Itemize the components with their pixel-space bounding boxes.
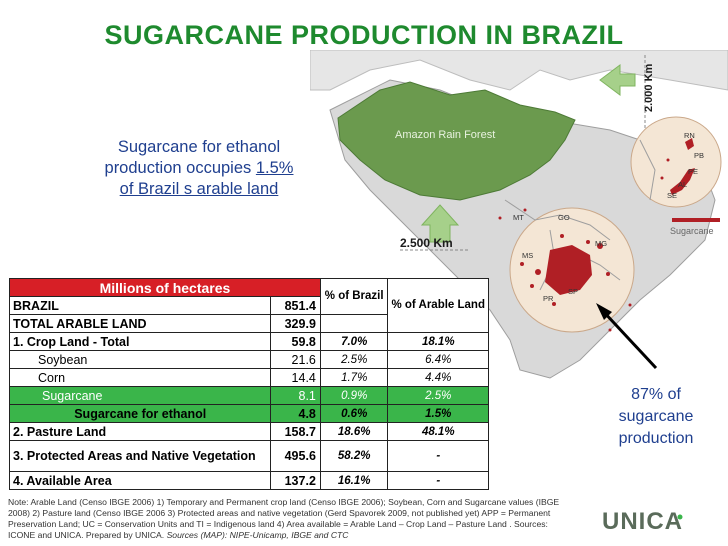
callout: 87% of sugarcane production xyxy=(596,384,716,450)
state-mt: MT xyxy=(513,213,524,222)
amazon-label: Amazon Rain Forest xyxy=(395,129,495,141)
sugarcane-northeast-strip xyxy=(670,168,695,195)
row-brazil: 7.0% xyxy=(319,332,389,351)
subtitle-tail: of Brazil s arable land xyxy=(119,180,279,198)
row-label: 2. Pasture Land xyxy=(8,422,272,441)
sugarcane-sp-area xyxy=(545,245,592,295)
state-pr: PR xyxy=(543,294,554,303)
dist-vertical-label: 2.000 Km xyxy=(643,63,655,112)
table-header: Millions of hectares xyxy=(9,278,321,297)
row-label: 3. Protected Areas and Native Vegetation xyxy=(8,440,272,472)
row-value: 495.6 xyxy=(270,440,321,472)
state-pb: PB xyxy=(694,151,704,160)
row-brazil: 0.6% xyxy=(319,404,389,423)
amazon-region xyxy=(337,81,576,201)
unica-logo: UNICA xyxy=(602,508,683,535)
table-row: Corn 14.4 1.7% 4.4% xyxy=(8,368,489,387)
state-se: SE xyxy=(667,191,677,200)
table-row: 2. Pasture Land 158.7 18.6% 48.1% xyxy=(8,422,489,441)
land-use-table: Millions of hectares % of Brazil % of Ar… xyxy=(8,278,489,490)
row-label: Soybean xyxy=(8,350,272,369)
row-label: 1. Crop Land - Total xyxy=(8,332,272,351)
callout-line2: sugarcane xyxy=(618,408,694,425)
row-label: Corn xyxy=(8,368,272,387)
state-al: AL xyxy=(678,180,687,189)
footnote-text: Note: Arable Land (Censo IBGE 2006) 1) T… xyxy=(8,497,560,540)
table-row-sugarcane: Sugarcane 8.1 0.9% 2.5% xyxy=(8,386,489,405)
row-label: Sugarcane xyxy=(8,386,272,405)
row-value: 329.9 xyxy=(270,314,321,333)
callout-line3: production xyxy=(618,430,694,447)
row-arable: - xyxy=(387,471,489,490)
table-row: 1. Crop Land - Total 59.8 7.0% 18.1% xyxy=(8,332,489,351)
row-value: 59.8 xyxy=(270,332,321,351)
table-row: Soybean 21.6 2.5% 6.4% xyxy=(8,350,489,369)
row-brazil xyxy=(319,314,389,333)
row-value: 137.2 xyxy=(270,471,321,490)
row-value: 14.4 xyxy=(270,368,321,387)
state-go: GO xyxy=(558,213,570,222)
row-brazil: 18.6% xyxy=(319,422,389,441)
state-rn: RN xyxy=(684,131,695,140)
callout-line1: 87% of xyxy=(631,386,681,403)
col-header-arable: % of Arable Land xyxy=(387,278,489,333)
callout-arrow xyxy=(600,308,658,370)
subtitle: Sugarcane for ethanol production occupie… xyxy=(84,137,314,200)
row-brazil: 1.7% xyxy=(319,368,389,387)
row-value: 4.8 xyxy=(270,404,321,423)
legend-label: Sugarcane xyxy=(670,226,714,236)
row-value: 8.1 xyxy=(270,386,321,405)
col-header-brazil: % of Brazil xyxy=(319,278,389,315)
logo-text: UNICA xyxy=(602,508,683,535)
south-america-outline xyxy=(310,50,728,91)
state-ms: MS xyxy=(522,251,533,260)
row-value: 851.4 xyxy=(270,296,321,315)
page-title: SUGARCANE PRODUCTION IN BRAZIL xyxy=(104,20,624,50)
table-row: TOTAL ARABLE LAND 329.9 xyxy=(8,314,489,333)
row-brazil: 16.1% xyxy=(319,471,389,490)
table-row: 3. Protected Areas and Native Vegetation… xyxy=(8,440,489,472)
subtitle-text: Sugarcane for ethanol production occupie… xyxy=(104,138,281,177)
table-row: 4. Available Area 137.2 16.1% - xyxy=(8,471,489,490)
legend-swatch xyxy=(672,218,720,222)
state-sp: SP xyxy=(568,287,578,296)
row-label: TOTAL ARABLE LAND xyxy=(8,314,272,333)
table-row-sugarcane-ethanol: Sugarcane for ethanol 4.8 0.6% 1.5% xyxy=(8,404,489,423)
row-brazil: 2.5% xyxy=(319,350,389,369)
row-arable: 48.1% xyxy=(387,422,489,441)
footnote: Note: Arable Land (Censo IBGE 2006) 1) T… xyxy=(8,497,568,541)
row-arable: 1.5% xyxy=(387,404,489,423)
vertical-distance-arrow xyxy=(420,204,460,243)
subtitle-highlight: 1.5% xyxy=(255,159,294,177)
northeast-zone xyxy=(630,116,722,208)
row-label: BRAZIL xyxy=(8,296,272,315)
state-pe: PE xyxy=(688,167,698,176)
brazil-map: Amazon Rain Forest 2.500 Km 2.000 Km RN … xyxy=(310,50,728,379)
state-mg: MG xyxy=(595,239,607,248)
dist-horizontal-label: 2.500 Km xyxy=(400,236,453,250)
horizontal-distance-arrow xyxy=(599,64,636,96)
sugarcane-ne-patch xyxy=(685,138,694,150)
row-arable: 6.4% xyxy=(387,350,489,369)
row-brazil: 0.9% xyxy=(319,386,389,405)
row-value: 158.7 xyxy=(270,422,321,441)
row-brazil: 58.2% xyxy=(319,440,389,472)
row-label: 4. Available Area xyxy=(8,471,272,490)
row-arable: 18.1% xyxy=(387,332,489,351)
row-arable: 2.5% xyxy=(387,386,489,405)
footnote-sources: Sources (MAP): NIPE-Unicamp, IBGE and CT… xyxy=(166,530,349,540)
row-label: Sugarcane for ethanol xyxy=(8,404,272,423)
row-arable: 4.4% xyxy=(387,368,489,387)
row-value: 21.6 xyxy=(270,350,321,369)
row-arable: - xyxy=(387,440,489,472)
